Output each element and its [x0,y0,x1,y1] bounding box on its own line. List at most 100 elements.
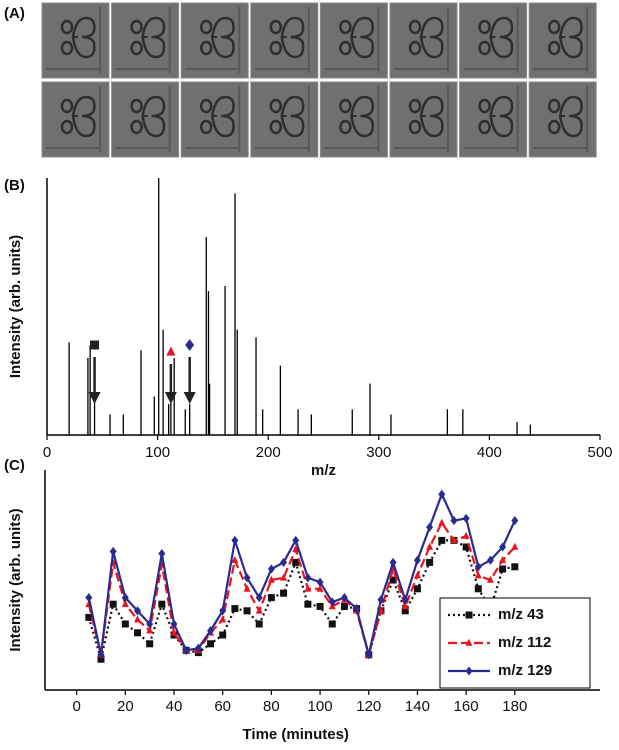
x-tick-label: 100 [308,698,333,715]
image-grid [40,1,598,159]
marker [304,573,312,583]
x-tick-label: 40 [166,698,183,715]
marker [465,611,473,619]
marker [426,558,434,566]
marker [486,555,494,565]
marker [465,638,473,646]
marker [304,600,312,608]
marker [316,602,324,610]
marker [134,615,141,623]
marker [231,605,239,613]
panel-label: (B) [4,177,25,194]
x-tick-label: 0 [43,444,51,461]
marker [194,643,202,653]
x-tick-label: 180 [502,698,527,715]
marker [158,549,166,559]
marker [255,606,263,614]
x-tick-label: 60 [214,698,231,715]
marker [280,589,288,597]
x-tick-label: 100 [145,444,170,461]
marker [243,573,251,583]
marker [267,575,275,583]
x-tick-label: 300 [366,444,391,461]
marker [340,602,348,610]
panel-label: (A) [4,5,25,22]
marker [328,620,336,628]
image-tile [458,1,528,80]
image-tile [458,80,528,159]
x-tick-label: 120 [356,698,381,715]
marker [170,619,178,629]
x-tick-label: 20 [117,698,134,715]
marker [389,576,397,584]
marker [486,575,494,583]
marker [316,577,324,587]
marker [170,628,178,636]
x-tick-label: 80 [263,698,280,715]
x-tick-label: 160 [454,698,479,715]
marker [499,565,507,573]
x-tick-label: 200 [256,444,281,461]
marker [109,546,117,556]
marker [255,593,263,603]
marker [340,593,348,603]
marker [450,516,458,526]
image-tile [40,1,111,80]
image-tile [249,1,320,80]
marker [413,571,421,579]
marker [219,606,227,616]
marker [267,564,275,574]
image-tile [110,80,180,159]
marker [462,543,470,551]
x-axis-title: Time (minutes) [243,726,349,743]
marker [185,339,195,351]
arrow-head [88,392,101,404]
image-tile [110,1,180,80]
legend-label: m/z 129 [498,662,552,679]
marker [292,535,300,545]
image-tile [319,1,389,80]
image-tile [527,80,598,159]
marker [304,584,312,592]
marker [426,542,434,550]
marker [243,584,251,592]
marker [121,620,129,628]
marker [97,650,105,660]
x-tick-label: 140 [405,698,430,715]
marker [121,600,129,607]
marker [280,557,288,567]
x-tick-label: 0 [72,698,80,715]
x-tick-label: 500 [587,444,612,461]
marker [134,629,141,637]
marker [426,522,434,532]
marker [243,607,251,615]
marker [413,555,421,565]
image-tile [179,80,250,159]
marker [267,594,275,602]
marker [413,585,421,593]
marker [146,626,154,634]
marker [219,631,227,639]
marker [438,536,446,544]
marker [158,600,166,608]
marker [85,593,93,603]
marker [353,604,361,614]
marker [474,571,482,579]
marker [401,602,409,610]
marker [511,516,519,526]
marker [90,340,100,350]
marker [499,556,507,563]
image-tile [40,80,111,159]
marker [474,585,482,593]
marker [85,613,93,621]
marker [207,640,215,648]
marker [292,558,300,566]
marker [231,535,239,545]
marker [401,595,409,605]
marker [377,595,385,605]
marker [462,513,470,523]
panel-label: (C) [4,457,25,474]
marker [474,562,482,572]
marker [146,619,154,629]
